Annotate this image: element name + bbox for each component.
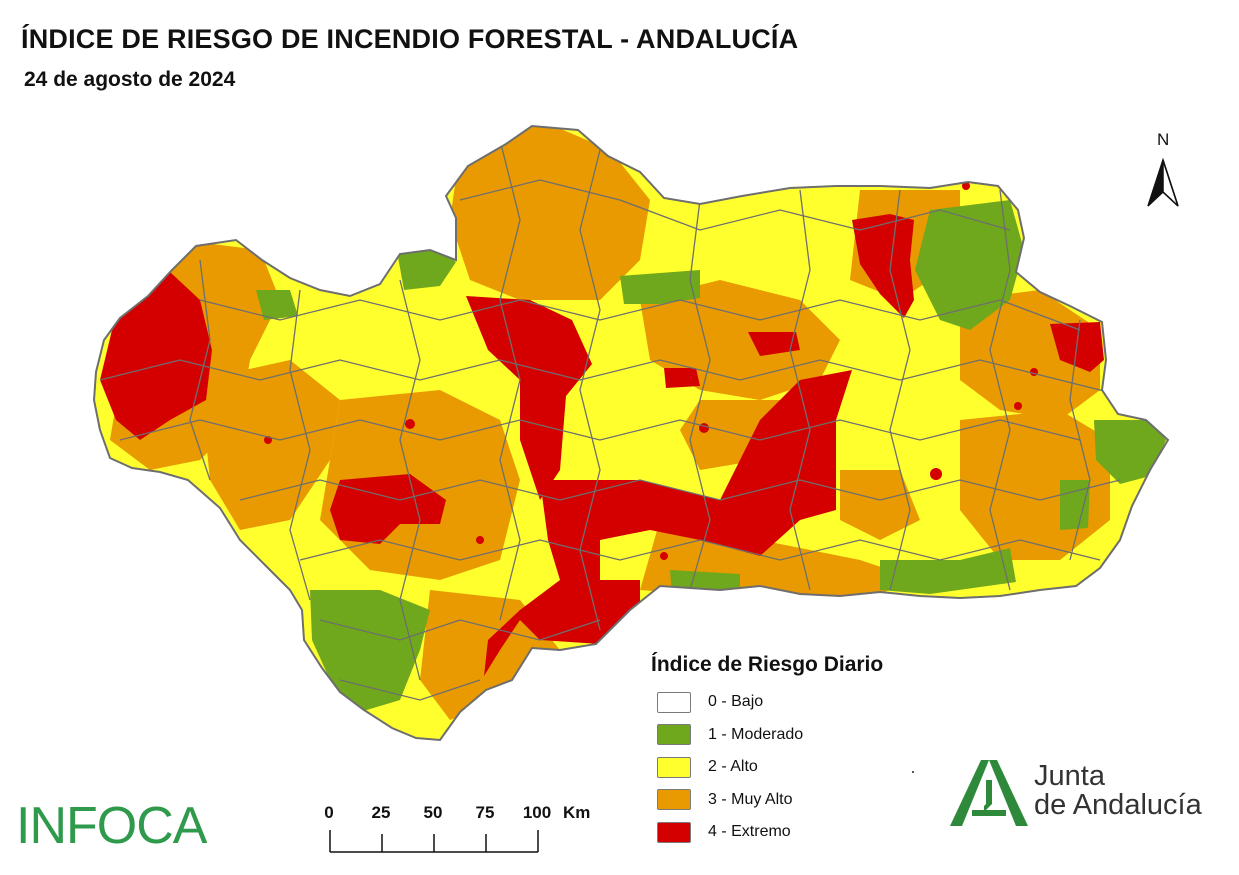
legend-swatch-alto bbox=[657, 756, 691, 778]
legend-label: 0 - Bajo bbox=[708, 693, 764, 710]
legend-item: 3 - Muy Alto bbox=[651, 789, 951, 811]
legend-swatch-moderado bbox=[657, 724, 691, 745]
stray-dot bbox=[912, 771, 914, 773]
legend-item: 0 - Bajo bbox=[651, 691, 951, 713]
scale-tick-label: 25 bbox=[371, 803, 391, 822]
legend-swatch-extremo bbox=[657, 821, 691, 843]
scale-tick-label: 100 bbox=[522, 803, 552, 822]
legend-title: Índice de Riesgo Diario bbox=[651, 653, 884, 676]
junta-andalucia-wordmark: Junta de Andalucía bbox=[1034, 762, 1202, 820]
scale-bar: 0 25 50 75 100 Km bbox=[318, 800, 608, 860]
scale-tick-label: 75 bbox=[475, 803, 495, 822]
municipal-boundaries bbox=[99, 139, 1141, 701]
north-arrow-icon bbox=[1147, 157, 1179, 207]
region-outline bbox=[92, 124, 1170, 742]
legend-label: 4 - Extremo bbox=[708, 823, 791, 840]
map-date: 24 de agosto de 2024 bbox=[24, 68, 236, 91]
legend-item: 2 - Alto bbox=[651, 756, 951, 778]
legend: Índice de Riesgo Diario 0 - Bajo 1 - Mod… bbox=[651, 653, 951, 854]
junta-andalucia-logo-icon bbox=[950, 760, 1028, 826]
scale-tick-label: 50 bbox=[423, 803, 443, 822]
junta-line-2: de Andalucía bbox=[1034, 789, 1202, 821]
legend-item: 4 - Extremo bbox=[651, 821, 951, 843]
legend-label: 1 - Moderado bbox=[708, 725, 804, 743]
legend-swatch-bajo bbox=[657, 691, 691, 713]
legend-label: 2 - Alto bbox=[708, 758, 758, 775]
scale-tick-label: 0 bbox=[324, 803, 334, 822]
scale-bar-graphic bbox=[329, 830, 539, 853]
legend-label: 3 - Muy Alto bbox=[708, 790, 793, 808]
scale-unit: Km bbox=[563, 803, 591, 822]
legend-item: 1 - Moderado bbox=[651, 724, 951, 746]
junta-line-1: Junta bbox=[1034, 760, 1105, 792]
north-arrow-label: N bbox=[1157, 130, 1170, 149]
infoca-logo: INFOCA bbox=[16, 797, 207, 855]
map-title: ÍNDICE DE RIESGO DE INCENDIO FORESTAL - … bbox=[21, 24, 799, 54]
legend-swatch-muy-alto bbox=[657, 789, 691, 810]
